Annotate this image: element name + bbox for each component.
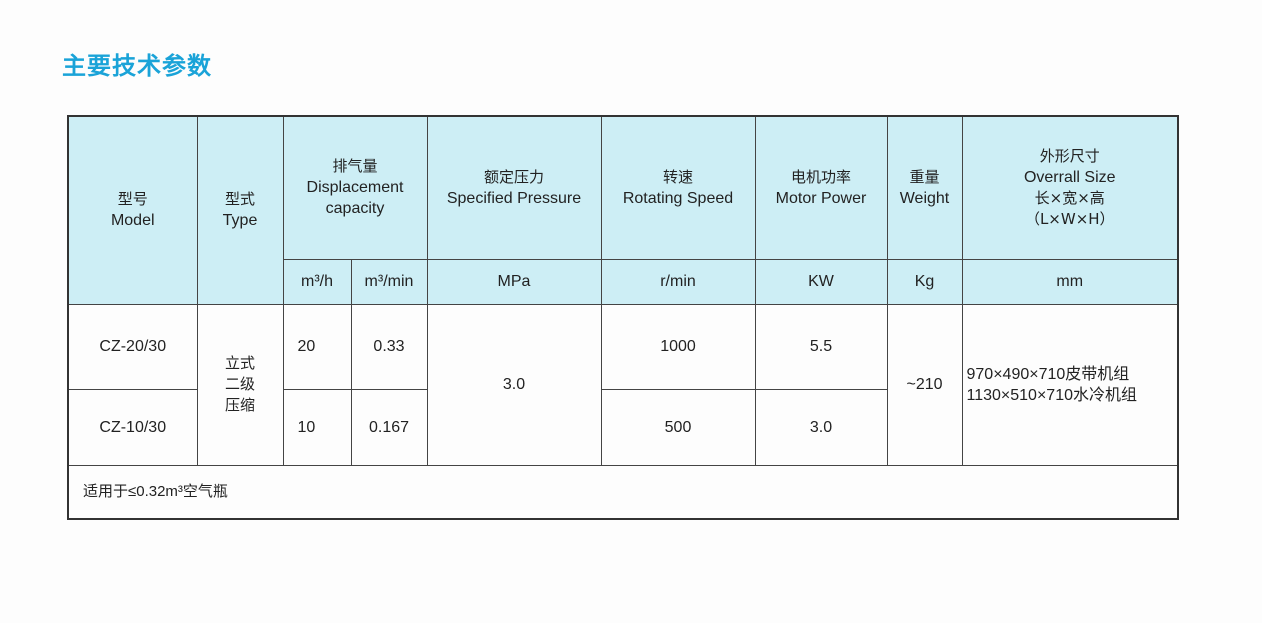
unit-motor: KW [754, 258, 888, 305]
header-weight: 重量 Weight [886, 115, 963, 260]
header-speed: 转速 Rotating Speed [600, 115, 756, 260]
cell-weight: ~210 [886, 303, 963, 466]
table-row: CZ-10/30 10 0.167 500 3.0 [67, 388, 1178, 466]
cell-speed: 500 [600, 388, 756, 466]
header-model: 型号 Model [67, 115, 198, 305]
cell-m3min: 0.33 [350, 303, 428, 390]
header-row: 型号 Model 型式 Type 排气量 Displacement capacity 额… [67, 115, 1179, 305]
table-row: CZ-20/30 立式 二级 压缩 20 0.33 3.0 1000 5.5 ~21… [67, 303, 1179, 466]
page-title: 主要技术参数 [62, 52, 212, 80]
cell-m3h: 20 [282, 303, 352, 390]
unit-pressure: MPa [426, 258, 602, 305]
unit-size: mm [961, 258, 1179, 305]
header-motor: 电机功率 Motor Power [754, 115, 888, 260]
cell-model: CZ-20/30 [67, 303, 198, 390]
footer-note: 适用于≤0.32m³空气瓶 [67, 464, 1179, 520]
header-displacement: 排气量 Displacement capacity [282, 115, 428, 260]
cell-m3min: 0.167 [350, 388, 428, 466]
cell-model: CZ-10/30 [67, 388, 198, 466]
header-type: 型式 Type [196, 115, 284, 305]
spec-table: 型号 Model 型式 Type 排气量 Displacement capacity 额… [67, 115, 1179, 520]
cell-m3h: 10 [282, 388, 352, 466]
footer-row: 适用于≤0.32m³空气瓶 [67, 464, 1179, 520]
unit-row: m³/h m³/min MPa r/min KW Kg mm [68, 258, 1179, 305]
header-size: 外形尺寸 Overrall Size 长×宽×高 （L×W×H） [961, 115, 1179, 260]
unit-m3h: m³/h [282, 258, 352, 305]
cell-motor: 3.0 [754, 388, 888, 466]
unit-speed: r/min [600, 258, 756, 305]
cell-speed: 1000 [600, 303, 756, 390]
unit-weight: Kg [886, 258, 963, 305]
header-pressure: 额定压力 Specified Pressure [426, 115, 602, 260]
unit-m3min: m³/min [350, 258, 428, 305]
cell-size: 970×490×710皮带机组 1130×510×710水冷机组 [961, 303, 1179, 466]
cell-type: 立式 二级 压缩 [196, 303, 284, 466]
cell-pressure: 3.0 [426, 303, 602, 466]
cell-motor: 5.5 [754, 303, 888, 390]
